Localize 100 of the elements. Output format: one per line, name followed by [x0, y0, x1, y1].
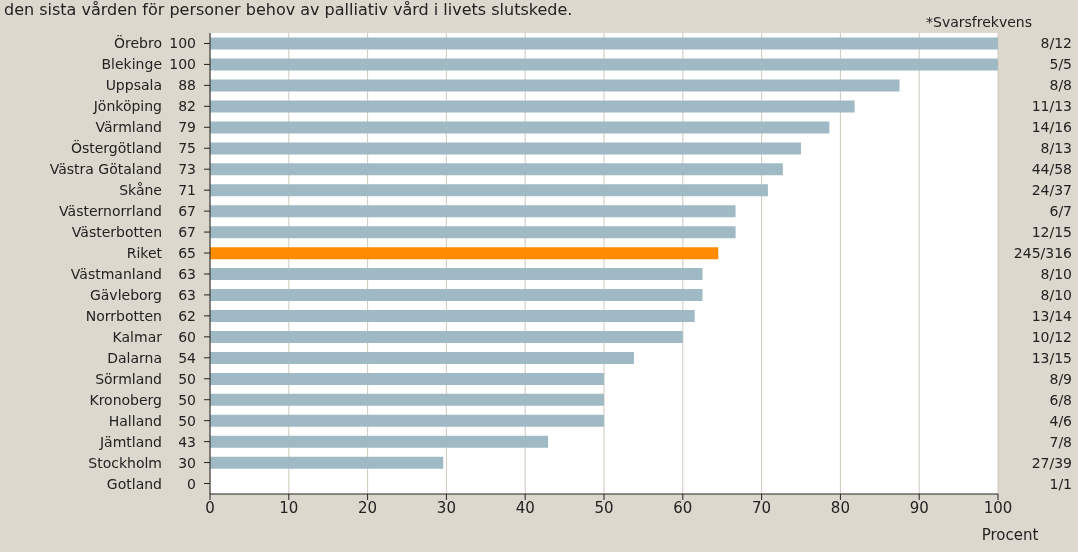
y-tick-label: Västerbotten	[71, 224, 162, 241]
bar	[210, 121, 830, 134]
y-tick-label: Jönköping	[92, 98, 162, 115]
y-tick-label: Värmland	[95, 119, 162, 136]
text: 27/39	[1031, 454, 1072, 471]
text: 6/7	[1049, 203, 1072, 220]
data-label: 67	[178, 224, 196, 241]
bar	[210, 330, 683, 343]
y-tick-label: Halland	[108, 412, 162, 429]
data-label: 43	[178, 433, 196, 450]
text: 8/9	[1049, 370, 1072, 387]
text: 8/10	[1040, 286, 1072, 303]
data-label: 54	[178, 349, 197, 366]
bar	[210, 79, 900, 92]
x-tick-label: 70	[752, 498, 772, 517]
y-tick-label: Västra Götaland	[49, 161, 162, 178]
y-tick-label: Dalarna	[107, 349, 162, 366]
data-label: 100	[169, 56, 196, 73]
data-label: 71	[178, 182, 196, 199]
data-label: 0	[187, 475, 196, 492]
data-label: 63	[178, 265, 196, 282]
data-label: 73	[178, 161, 196, 178]
text: 13/14	[1031, 307, 1073, 324]
data-label: 79	[178, 119, 196, 136]
data-label: 50	[178, 412, 196, 429]
bar	[210, 37, 998, 50]
x-tick-label: 60	[673, 498, 693, 517]
y-tick-label: Stockholm	[88, 454, 162, 471]
x-tick-label: 20	[358, 498, 378, 517]
y-tick-label: Kronoberg	[89, 391, 162, 408]
data-label: 88	[178, 77, 196, 94]
text: 8/13	[1040, 140, 1072, 157]
y-tick-label: Sörmland	[95, 370, 162, 387]
bar	[210, 435, 549, 448]
data-label: 100	[169, 35, 196, 52]
bar	[210, 372, 604, 385]
text: 44/58	[1031, 161, 1072, 178]
bar	[210, 268, 703, 281]
x-tick-label: 90	[909, 498, 929, 517]
bar	[210, 414, 604, 427]
y-tick-label: Östergötland	[70, 139, 162, 157]
text: 7/8	[1049, 433, 1072, 450]
x-tick-label: 40	[515, 498, 535, 517]
text: 14/16	[1031, 119, 1073, 136]
x-tick-label: 50	[594, 498, 614, 517]
x-tick-label: 80	[830, 498, 850, 517]
text: 245/316	[1013, 245, 1073, 262]
data-label: 62	[178, 307, 196, 324]
y-tick-label: Gotland	[106, 475, 162, 492]
text: *Svarsfrekvens	[926, 14, 1032, 30]
bar	[210, 100, 855, 113]
text: 8/12	[1040, 35, 1072, 52]
bar	[210, 58, 998, 71]
bar	[210, 351, 634, 364]
bar	[210, 289, 703, 302]
data-label: 65	[178, 245, 196, 262]
y-tick-label: Västmanland	[70, 265, 162, 282]
x-axis-title: Procent	[981, 526, 1039, 544]
y-tick-label: Västernorrland	[59, 203, 162, 220]
bar	[210, 163, 783, 176]
text: 6/8	[1049, 391, 1072, 408]
text: 5/5	[1049, 56, 1072, 73]
data-label: 82	[178, 98, 196, 115]
bar	[210, 393, 604, 406]
bar	[210, 184, 768, 197]
data-label: 60	[178, 328, 196, 345]
y-tick-label: Gävleborg	[89, 286, 162, 303]
chart-title: den sista vården för personer behov av palliativ vård i livets slutskede.	[4, 0, 573, 19]
data-label: 50	[178, 391, 196, 408]
y-tick-label: Skåne	[119, 182, 162, 199]
data-label: 63	[178, 286, 196, 303]
text: 12/15	[1031, 224, 1072, 241]
data-label: 67	[178, 203, 196, 220]
bar	[210, 247, 719, 260]
y-tick-label: Örebro	[114, 34, 162, 52]
bar	[210, 456, 444, 469]
y-tick-label: Jämtland	[98, 433, 162, 450]
text: 1/1	[1049, 475, 1072, 492]
x-tick-label: 0	[205, 498, 215, 517]
data-label: 30	[178, 454, 196, 471]
bar	[210, 226, 736, 239]
bar	[210, 310, 695, 323]
y-tick-label: Norrbotten	[85, 307, 162, 324]
data-label: 50	[178, 370, 196, 387]
data-label: 75	[178, 140, 196, 157]
y-tick-label: Riket	[126, 245, 163, 262]
text: 4/6	[1049, 412, 1073, 429]
bar	[210, 142, 801, 155]
text: 8/10	[1040, 265, 1072, 282]
y-tick-label: Kalmar	[112, 328, 163, 345]
y-tick-label: Blekinge	[101, 56, 162, 73]
bar	[210, 205, 736, 218]
text: 11/13	[1031, 98, 1072, 115]
text: 24/37	[1031, 182, 1072, 199]
text: 10/12	[1031, 328, 1072, 345]
y-tick-label: Uppsala	[105, 77, 162, 94]
text: 13/15	[1031, 349, 1072, 366]
x-tick-label: 30	[436, 498, 456, 517]
x-tick-label: 10	[279, 498, 299, 517]
text: 8/8	[1049, 77, 1072, 94]
